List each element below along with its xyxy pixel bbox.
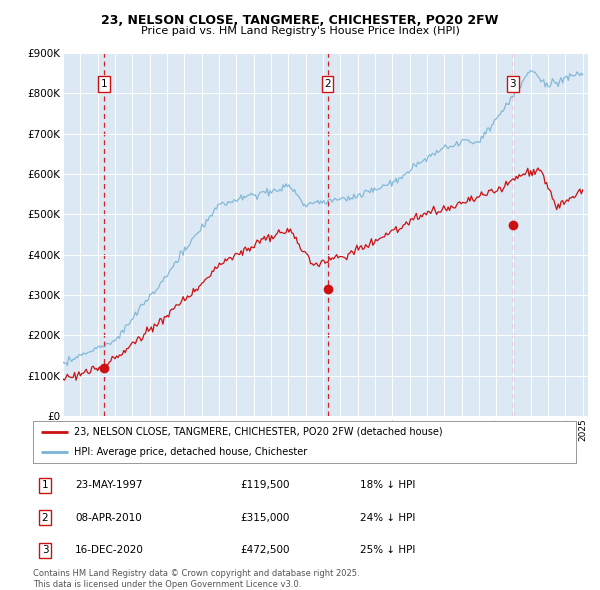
Text: Contains HM Land Registry data © Crown copyright and database right 2025.
This d: Contains HM Land Registry data © Crown c… xyxy=(33,569,359,589)
Text: 2: 2 xyxy=(324,79,331,89)
Text: HPI: Average price, detached house, Chichester: HPI: Average price, detached house, Chic… xyxy=(74,447,307,457)
Text: 23, NELSON CLOSE, TANGMERE, CHICHESTER, PO20 2FW (detached house): 23, NELSON CLOSE, TANGMERE, CHICHESTER, … xyxy=(74,427,442,437)
Text: 24% ↓ HPI: 24% ↓ HPI xyxy=(360,513,415,523)
Text: 1: 1 xyxy=(41,480,49,490)
Text: 23-MAY-1997: 23-MAY-1997 xyxy=(75,480,143,490)
Text: 08-APR-2010: 08-APR-2010 xyxy=(75,513,142,523)
Text: 23, NELSON CLOSE, TANGMERE, CHICHESTER, PO20 2FW: 23, NELSON CLOSE, TANGMERE, CHICHESTER, … xyxy=(101,14,499,27)
Text: 3: 3 xyxy=(509,79,516,89)
Text: £119,500: £119,500 xyxy=(240,480,290,490)
Text: 2: 2 xyxy=(41,513,49,523)
Text: 3: 3 xyxy=(41,545,49,555)
Text: 1: 1 xyxy=(101,79,108,89)
Text: 16-DEC-2020: 16-DEC-2020 xyxy=(75,545,144,555)
Text: £315,000: £315,000 xyxy=(240,513,289,523)
Text: 18% ↓ HPI: 18% ↓ HPI xyxy=(360,480,415,490)
Text: £472,500: £472,500 xyxy=(240,545,290,555)
Text: 25% ↓ HPI: 25% ↓ HPI xyxy=(360,545,415,555)
Text: Price paid vs. HM Land Registry's House Price Index (HPI): Price paid vs. HM Land Registry's House … xyxy=(140,26,460,36)
